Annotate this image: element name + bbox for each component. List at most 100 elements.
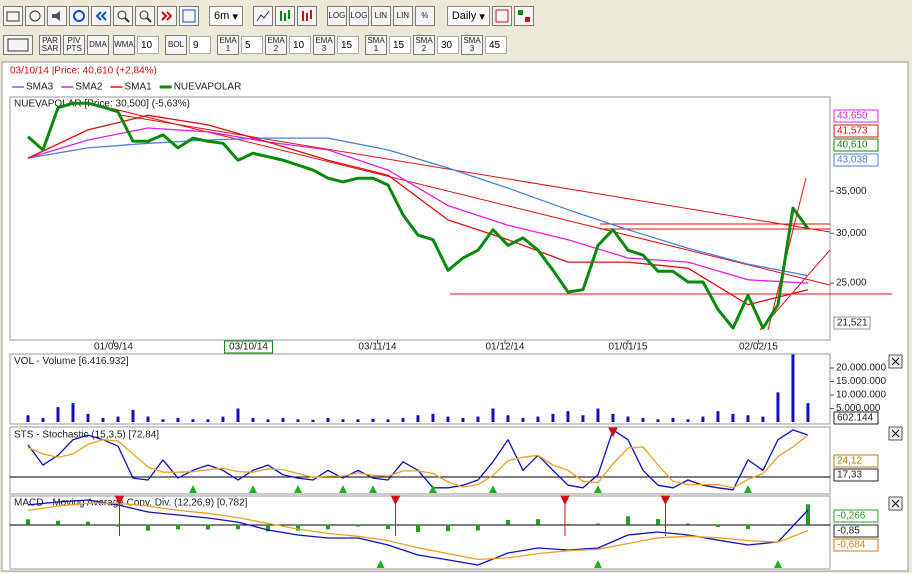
buy-signal [428, 485, 437, 493]
sell-signal [608, 427, 618, 438]
volume-bar [476, 416, 480, 422]
indicator-button[interactable]: EMA 2 [265, 35, 287, 55]
value-label: 43,650 [837, 111, 868, 122]
indicator-value[interactable]: 10 [137, 36, 159, 54]
volume-bar [326, 417, 330, 422]
y-tick-label: 20.000.000 [836, 363, 886, 374]
scale-button[interactable]: LIN [370, 6, 391, 26]
value-label: 17,33 [837, 470, 862, 481]
histogram-bar [175, 524, 180, 530]
icon-button[interactable] [25, 6, 45, 26]
value-box [833, 524, 879, 538]
histogram-bar [295, 524, 300, 531]
icon-button[interactable] [3, 35, 33, 55]
icon-button[interactable] [69, 6, 89, 26]
indicator-value[interactable]: 5 [241, 36, 263, 54]
buy-signal [376, 560, 385, 568]
indicator-button[interactable]: SMA 2 [413, 35, 435, 55]
y-tick-label: 30,000 [836, 228, 867, 239]
volume-bar [716, 411, 720, 422]
volume-bar [431, 413, 435, 422]
histogram-bar [235, 524, 240, 530]
stochastic-panel [9, 426, 831, 495]
histogram-bar [25, 519, 30, 525]
buy-signal [293, 485, 302, 493]
close-buttons [888, 354, 903, 511]
close-icon [891, 357, 900, 366]
icon-button[interactable] [296, 6, 317, 26]
trendline [119, 114, 831, 233]
indicator-button[interactable]: SMA 3 [461, 35, 483, 55]
volume-bar [161, 419, 165, 422]
indicator-button[interactable]: SMA 1 [365, 35, 387, 55]
value-box [833, 468, 879, 482]
value-label: -0,85 [837, 526, 860, 537]
indicator-button[interactable]: PIV PTS [63, 35, 85, 55]
indicator-button[interactable]: BOL [165, 35, 187, 55]
x-tick-label: 01/09/14 [94, 342, 133, 353]
volume-bar [446, 416, 450, 422]
value-box [833, 316, 871, 330]
indicator-button[interactable]: PAR SAR [39, 35, 61, 55]
x-tick-label: 01/12/14 [486, 342, 525, 353]
scale-button[interactable]: LOG [348, 6, 369, 26]
indicator-button[interactable]: WMA [113, 35, 135, 55]
close-icon [891, 499, 900, 508]
indicator-button[interactable]: EMA 1 [217, 35, 239, 55]
histogram-bar [55, 520, 60, 525]
interval-dropdown[interactable]: Daily ▾ [446, 6, 490, 26]
icon-button[interactable] [513, 6, 534, 26]
icon-button[interactable] [491, 6, 512, 26]
volume-bar [101, 417, 105, 422]
indicator-value[interactable]: 15 [389, 36, 411, 54]
icon-button[interactable] [135, 6, 155, 26]
buy-signal [593, 560, 602, 568]
histogram-bar [265, 524, 270, 532]
icon-button[interactable] [274, 6, 295, 26]
panel-title: NUEVAPOLAR [Price: 30,500] (-5,63%) [14, 99, 190, 110]
histogram-bar [715, 524, 720, 528]
indicator-value[interactable]: 10 [289, 36, 311, 54]
icon-button[interactable] [252, 6, 273, 26]
histogram-bar [505, 519, 510, 525]
buy-signal [743, 485, 752, 493]
indicator-value[interactable]: 9 [189, 36, 211, 54]
buy-signal [368, 485, 377, 493]
indicator-button[interactable]: DMA [87, 35, 109, 55]
volume-bar [656, 419, 660, 422]
icon-button[interactable] [157, 6, 177, 26]
indicator-button[interactable]: EMA 3 [313, 35, 335, 55]
volume-bar [371, 418, 375, 422]
scale-button[interactable]: LIN [392, 6, 413, 26]
volume-bar [611, 413, 615, 422]
volume-bar [686, 419, 690, 422]
volume-bar [506, 415, 510, 422]
scale-button[interactable]: LOG [326, 6, 347, 26]
series-line [27, 137, 809, 277]
icon-button[interactable] [113, 6, 133, 26]
volume-bar [236, 408, 240, 422]
indicator-value[interactable]: 45 [485, 36, 507, 54]
volume-bar [56, 407, 60, 422]
y-tick-label: 10.000.000 [836, 390, 886, 401]
period-dropdown[interactable]: 6m ▾ [209, 6, 243, 26]
icon-button[interactable] [91, 6, 111, 26]
y-tick-label: 5.000.000 [836, 403, 881, 414]
series-line [27, 502, 809, 561]
icon-button[interactable] [47, 6, 67, 26]
icon-button[interactable] [179, 6, 199, 26]
series-line [27, 499, 809, 566]
value-label: 24,12 [837, 456, 862, 467]
scale-button[interactable]: % [414, 6, 435, 26]
volume-bar [146, 416, 150, 422]
indicator-value[interactable]: 15 [337, 36, 359, 54]
indicator-bar: PAR SAR PIV PTS DMA WMA 10 BOL 9 EMA 1 5… [3, 34, 507, 56]
icon-button[interactable] [3, 6, 23, 26]
value-box [833, 411, 879, 425]
indicator-value[interactable]: 30 [437, 36, 459, 54]
value-label: 602.144 [837, 413, 874, 424]
volume-bar [521, 417, 525, 422]
histogram-bar [595, 523, 600, 525]
